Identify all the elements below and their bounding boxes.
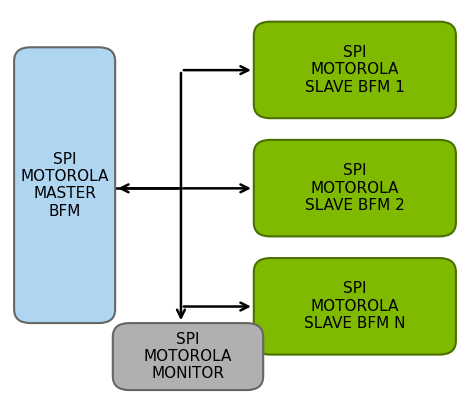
FancyBboxPatch shape	[113, 323, 263, 390]
Text: SPI
MOTOROLA
SLAVE BFM 1: SPI MOTOROLA SLAVE BFM 1	[305, 45, 405, 95]
Text: SPI
MOTOROLA
SLAVE BFM N: SPI MOTOROLA SLAVE BFM N	[304, 281, 406, 331]
Text: SPI
MOTOROLA
MASTER
BFM: SPI MOTOROLA MASTER BFM	[20, 152, 109, 219]
Text: SPI
MOTOROLA
SLAVE BFM 2: SPI MOTOROLA SLAVE BFM 2	[305, 163, 405, 213]
Text: SPI
MOTOROLA
MONITOR: SPI MOTOROLA MONITOR	[144, 332, 232, 381]
FancyBboxPatch shape	[254, 258, 456, 355]
FancyBboxPatch shape	[254, 140, 456, 236]
FancyBboxPatch shape	[14, 47, 115, 323]
FancyBboxPatch shape	[254, 22, 456, 118]
